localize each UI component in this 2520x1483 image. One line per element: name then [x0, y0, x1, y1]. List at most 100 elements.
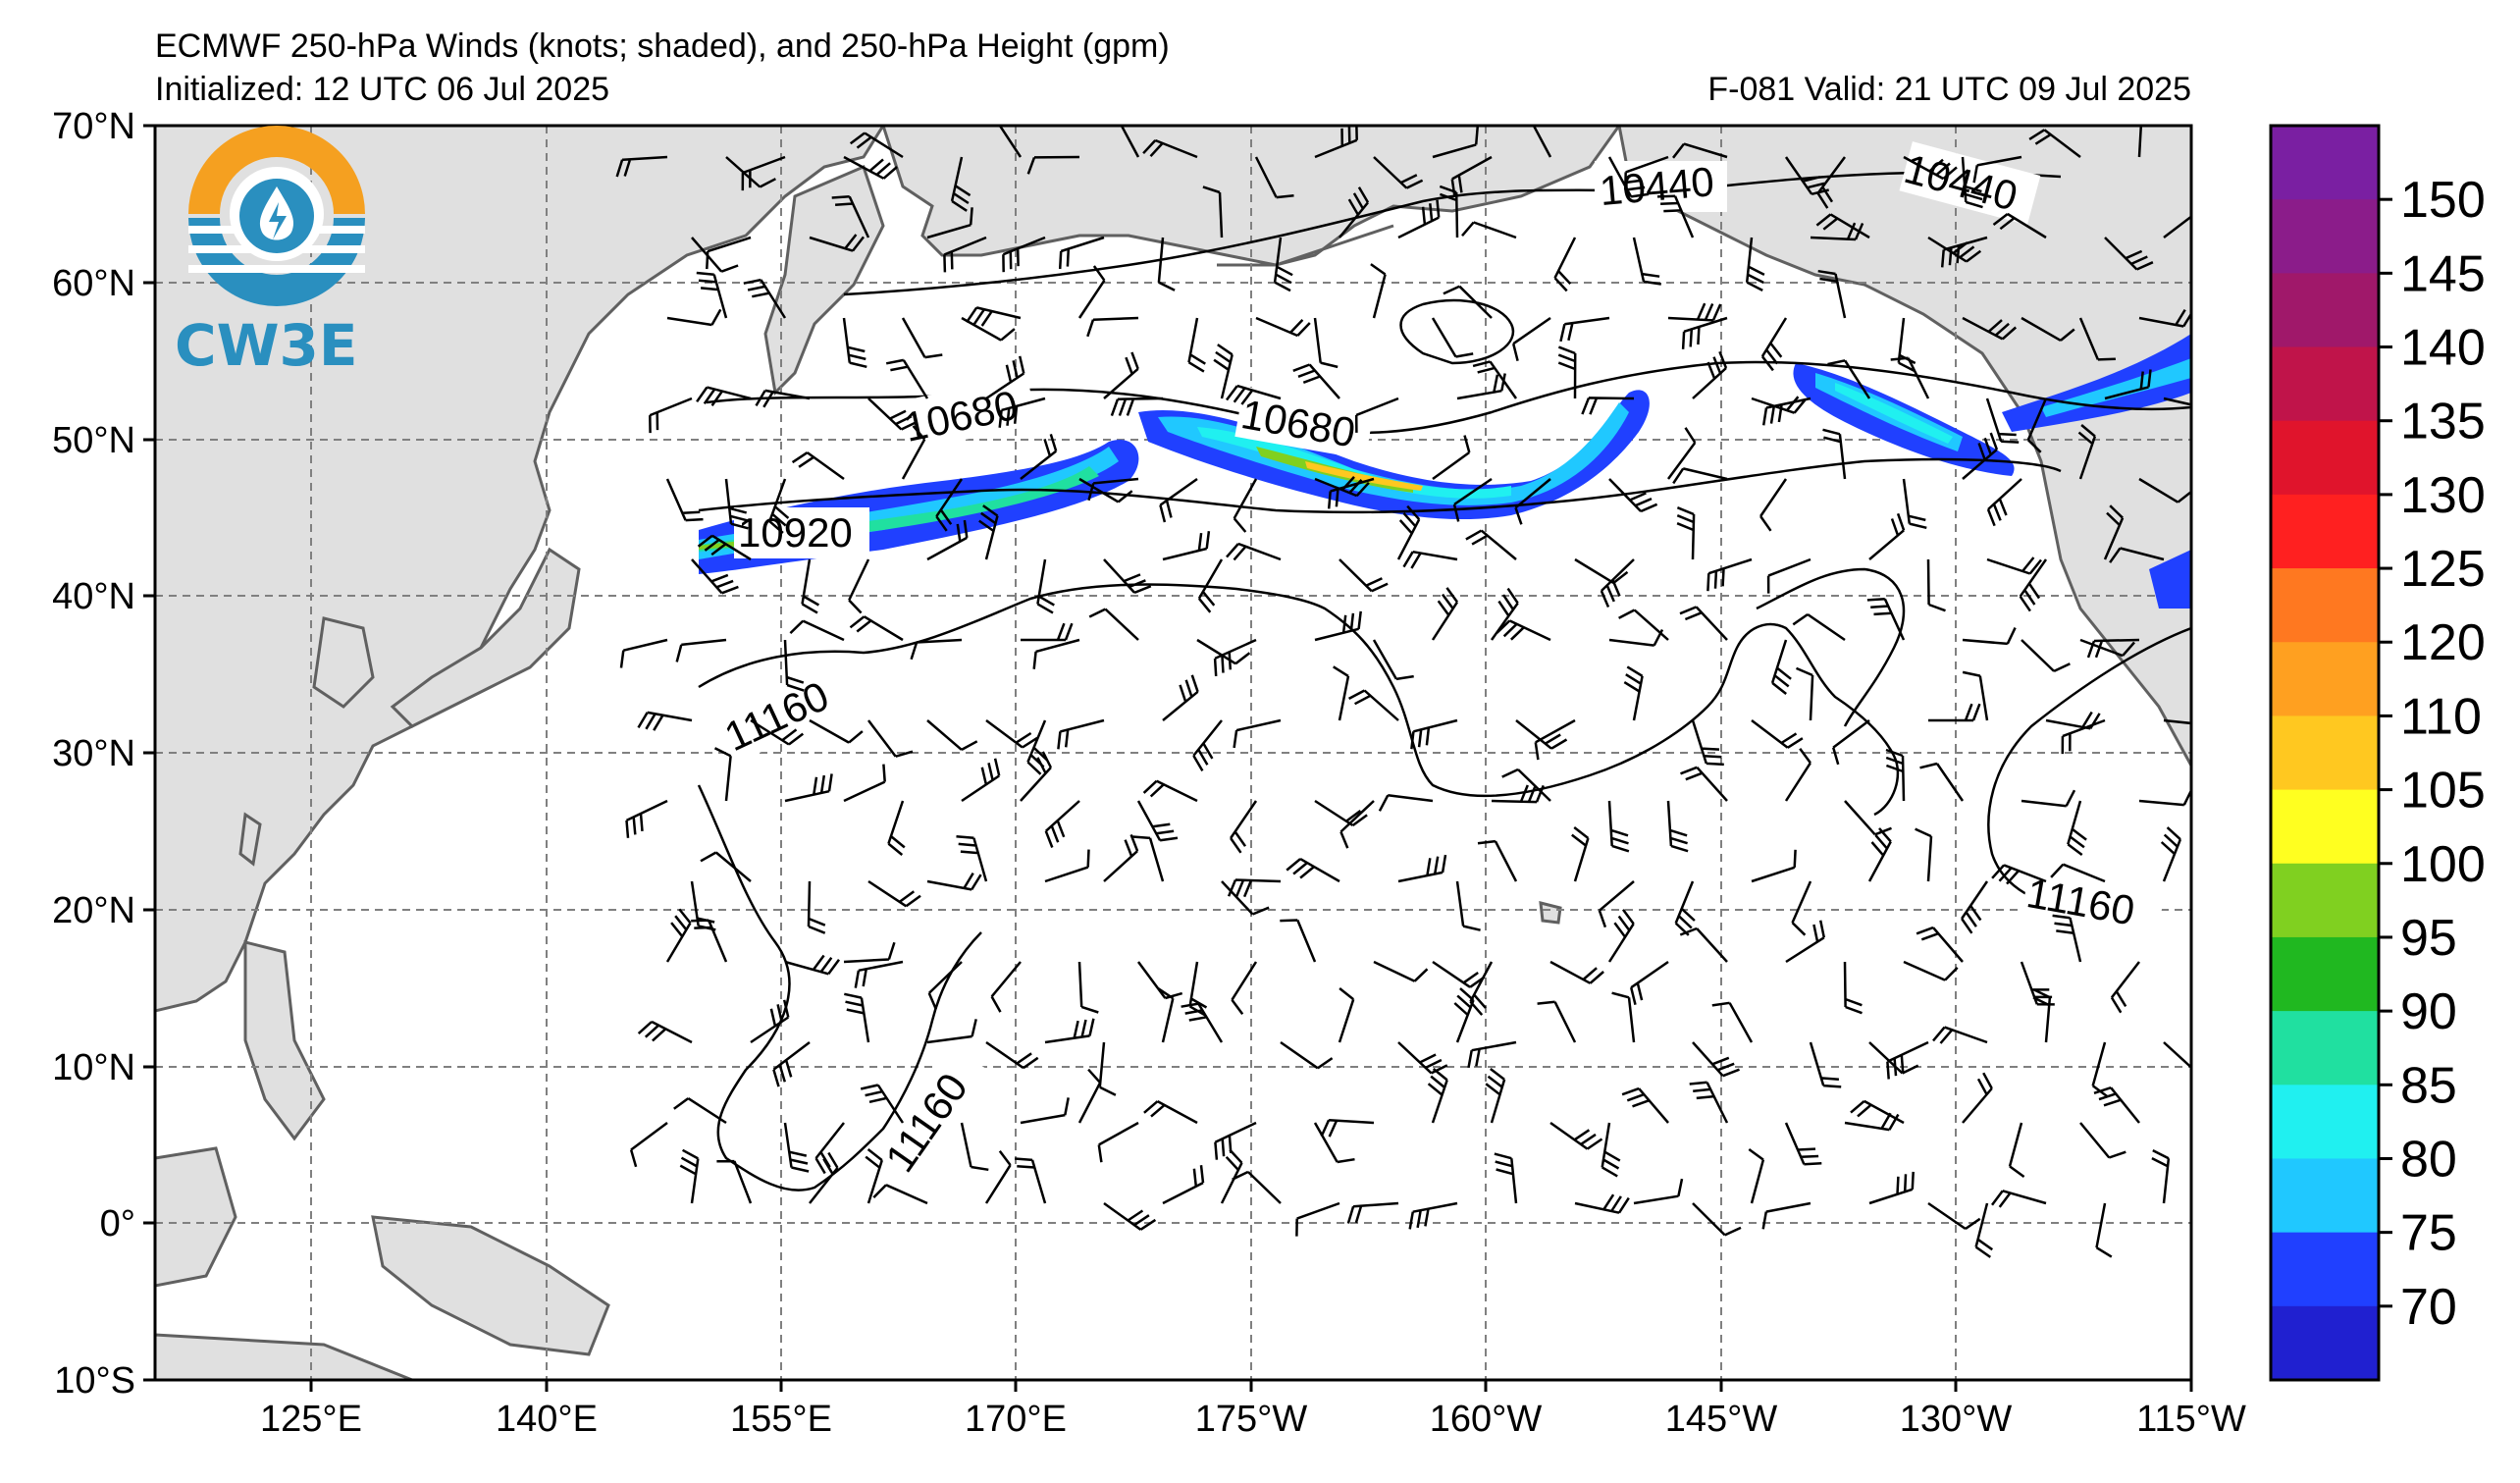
- wind-barb: [961, 758, 1001, 803]
- lat-label: 60°N: [52, 263, 135, 304]
- wind-barb: [1020, 434, 1058, 480]
- lat-label: 70°N: [52, 106, 135, 147]
- wind-barb: [1632, 237, 1661, 286]
- wind-barb: [1078, 477, 1133, 503]
- wind-barb: [809, 1151, 839, 1204]
- wind-barb: [1214, 1121, 1257, 1160]
- colorbar-label: 150: [2400, 172, 2486, 229]
- colorbar-swatch: [2271, 715, 2379, 791]
- wind-barb: [1157, 237, 1176, 291]
- wind-barb: [784, 773, 833, 803]
- wind-barb: [2021, 316, 2075, 342]
- lon-label: 160°W: [1430, 1399, 1543, 1440]
- colorbar-swatch: [2271, 199, 2379, 274]
- lon-label: 125°E: [260, 1399, 362, 1440]
- wind-barb: [1761, 397, 1811, 426]
- wind-barb: [1026, 155, 1080, 175]
- wind-barb: [926, 519, 969, 561]
- init-time: Initialized: 12 UTC 06 Jul 2025: [155, 71, 610, 108]
- wind-barb: [2079, 638, 2135, 658]
- wind-barb: [713, 747, 732, 802]
- wind-barb: [706, 236, 752, 270]
- wind-barb: [2163, 1041, 2191, 1070]
- wind-barb: [1227, 878, 1282, 898]
- wind-barb: [2021, 639, 2071, 673]
- wind-barb: [1397, 854, 1447, 883]
- wind-barb: [1233, 718, 1282, 749]
- wind-barb: [1785, 920, 1826, 964]
- logo-arc: [188, 126, 365, 214]
- wind-barb: [1692, 1041, 1740, 1078]
- wind-barb: [984, 1149, 1012, 1204]
- wind-barb: [1866, 597, 1906, 641]
- wind-barb: [637, 711, 693, 731]
- wind-barb: [2026, 397, 2048, 453]
- wind-barb: [1020, 1097, 1070, 1125]
- wind-barb: [1226, 542, 1282, 561]
- wind-barb: [2109, 547, 2165, 563]
- wind-barb: [1809, 1041, 1842, 1088]
- wind-barb: [848, 558, 870, 614]
- wind-barb: [679, 1148, 700, 1204]
- wind-barb: [966, 306, 1022, 327]
- colorbar-swatch: [2271, 1158, 2379, 1234]
- colorbar-swatch: [2271, 494, 2379, 569]
- wind-barb: [1868, 1171, 1915, 1205]
- wind-barb: [1706, 557, 1753, 592]
- wind-barb: [1667, 302, 1722, 322]
- wind-barb: [842, 317, 867, 369]
- wind-barb: [1015, 1157, 1047, 1204]
- wind-barb: [910, 638, 963, 661]
- wind-barb: [1679, 927, 1728, 963]
- wind-barb: [1233, 478, 1258, 533]
- wind-barb: [1339, 800, 1375, 849]
- wind-barb: [1986, 478, 2022, 527]
- wind-barb: [1496, 619, 1551, 642]
- wind-barb: [1313, 1122, 1355, 1164]
- wind-barb: [1600, 558, 1635, 608]
- wind-barb: [1410, 718, 1458, 750]
- wind-barb: [990, 961, 1022, 1013]
- wind-barb: [1187, 317, 1206, 373]
- wind-barb: [1098, 1041, 1117, 1096]
- lon-label: 155°E: [730, 1399, 832, 1440]
- wind-barb: [1666, 800, 1689, 853]
- wind-barb: [1903, 155, 1958, 181]
- wind-barb: [1231, 961, 1258, 1016]
- wind-barb: [1026, 719, 1048, 775]
- colorbar-swatch: [2271, 1011, 2379, 1086]
- wind-barb: [1532, 126, 1552, 158]
- wind-barb: [943, 236, 987, 273]
- wind-barb: [1676, 506, 1696, 560]
- wind-barb: [1348, 689, 1399, 721]
- wind-barb: [1623, 665, 1644, 721]
- wind-barb: [1213, 344, 1234, 399]
- wind-barbs: [615, 126, 2191, 1258]
- wind-barb: [1465, 529, 1517, 560]
- lat-label: 40°N: [52, 576, 135, 617]
- wind-barb: [2077, 424, 2097, 480]
- wind-barb: [1674, 880, 1696, 936]
- wind-barb: [741, 155, 786, 191]
- wind-barb: [2095, 1202, 2113, 1258]
- wind-barb: [772, 1041, 811, 1087]
- wind-barb: [2103, 504, 2125, 560]
- wind-barb: [1681, 316, 1728, 349]
- wind-barb: [1314, 610, 1362, 642]
- wind-barb: [2160, 826, 2182, 882]
- wind-barb: [867, 879, 921, 908]
- wind-barb: [985, 355, 1025, 400]
- wind-barb: [1927, 1201, 1981, 1231]
- japan: [390, 547, 581, 728]
- wind-barb: [1120, 126, 1140, 158]
- wind-barb: [1559, 316, 1610, 343]
- wind-barb: [1378, 794, 1434, 812]
- wind-barb: [1232, 1170, 1282, 1204]
- wind-barb: [784, 954, 841, 976]
- wind-barb: [1822, 428, 1847, 480]
- wind-barb: [665, 908, 692, 963]
- wind-barb: [1373, 156, 1424, 189]
- colorbar-swatch: [2271, 1305, 2379, 1381]
- wind-barb: [1032, 638, 1080, 669]
- wind-barb: [1607, 909, 1635, 963]
